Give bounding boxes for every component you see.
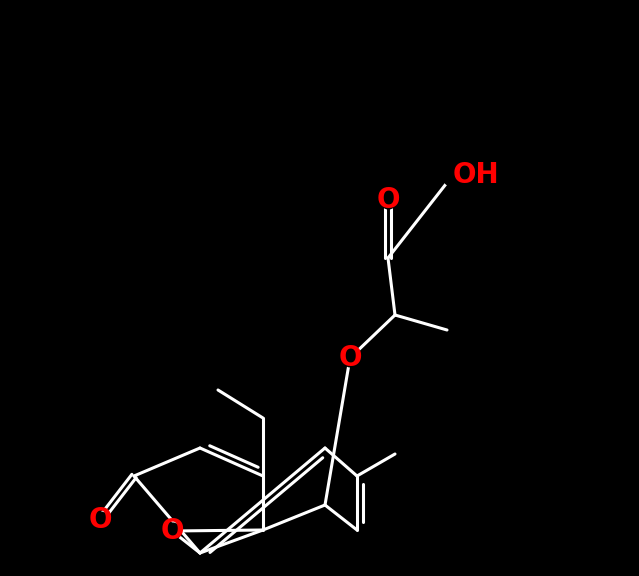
Text: O: O	[376, 186, 400, 214]
Text: O: O	[338, 344, 362, 372]
Text: OH: OH	[453, 161, 500, 189]
Text: O: O	[160, 517, 184, 545]
Text: O: O	[88, 506, 112, 534]
